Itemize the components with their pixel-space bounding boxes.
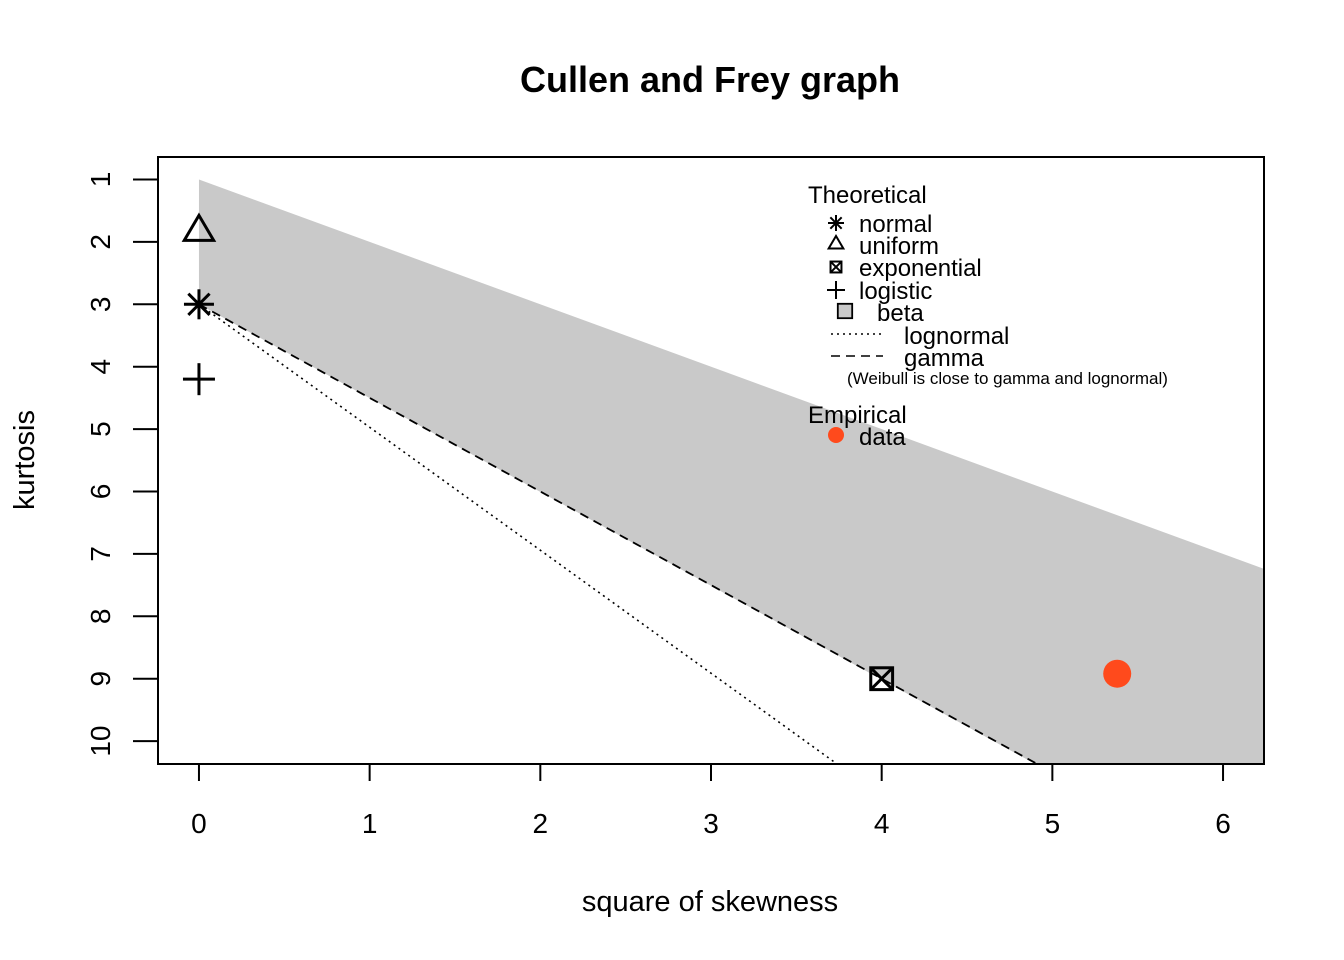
legend-symbol-uniform (826, 234, 846, 250)
legend: Theoretical normal uniform exponential l… (808, 182, 1168, 451)
y-tick-label-6: 6 (85, 484, 116, 500)
gamma-line (198, 303, 1036, 764)
chart-title: Cullen and Frey graph (520, 59, 900, 100)
y-tick-label-9: 9 (85, 671, 116, 687)
legend-symbol-beta (836, 302, 854, 320)
legend-label-exponential: exponential (859, 255, 982, 282)
x-tick-label-6: 6 (1215, 808, 1231, 839)
legend-symbol-logistic (827, 281, 845, 299)
y-tick-label-3: 3 (85, 297, 116, 313)
exponential-point-diag-2 (869, 666, 894, 691)
legend-empirical-heading: Empirical (808, 402, 907, 429)
plot-area (181, 179, 1264, 764)
exponential-point-box (869, 666, 895, 692)
legend-symbol-normal-stroke-3 (829, 216, 843, 230)
legend-label-uniform: uniform (859, 233, 939, 260)
legend-label-logistic: logistic (859, 278, 932, 305)
normal-point-stroke-3 (187, 292, 211, 316)
uniform-point-shape (181, 212, 217, 242)
legend-label-gamma: gamma (904, 345, 985, 372)
x-tick-label-5: 5 (1045, 808, 1061, 839)
beta-region (198, 179, 1264, 764)
legend-symbol-normal (828, 215, 844, 231)
legend-symbol-data (828, 427, 844, 443)
legend-symbol-data-dot (828, 427, 844, 443)
legend-label-normal: normal (859, 211, 932, 238)
x-tick-label-1: 1 (362, 808, 378, 839)
legend-symbol-exponential-box (829, 260, 843, 274)
y-tick-label-5: 5 (85, 421, 116, 437)
y-tick-label-10: 10 (85, 726, 116, 757)
legend-symbols (826, 215, 883, 443)
x-tick-label-0: 0 (191, 808, 207, 839)
y-tick-label-7: 7 (85, 546, 116, 562)
legend-symbol-exponential-diag-2 (829, 260, 843, 274)
x-axis-label: square of skewness (582, 886, 838, 918)
legend-label-lognormal: lognormal (904, 323, 1009, 350)
legend-symbol-uniform-shape (826, 234, 846, 250)
y-tick-label-1: 1 (85, 172, 116, 188)
x-tick-label-2: 2 (533, 808, 549, 839)
y-tick-label-2: 2 (85, 234, 116, 250)
uniform-point (181, 212, 217, 242)
data-point (1103, 659, 1132, 688)
y-tick-label-8: 8 (85, 609, 116, 625)
logistic-point (182, 363, 215, 396)
legend-symbol-beta-box (836, 302, 854, 320)
x-tick-label-4: 4 (874, 808, 890, 839)
exponential-point (869, 666, 895, 692)
y-tick-label-4: 4 (85, 359, 116, 375)
legend-note: (Weibull is close to gamma and lognormal… (847, 369, 1168, 388)
legend-label-beta: beta (877, 300, 924, 327)
legend-symbol-exponential (829, 260, 843, 274)
legend-theoretical-heading: Theoretical (808, 182, 927, 209)
legend-label-data: data (859, 424, 906, 451)
data-point-dot (1103, 659, 1132, 688)
y-axis-label: kurtosis (9, 410, 41, 510)
normal-point (183, 289, 214, 320)
axes: 0 1 2 3 4 5 6 1 2 3 4 5 6 7 8 9 10 (85, 156, 1265, 839)
x-tick-label-3: 3 (703, 808, 719, 839)
